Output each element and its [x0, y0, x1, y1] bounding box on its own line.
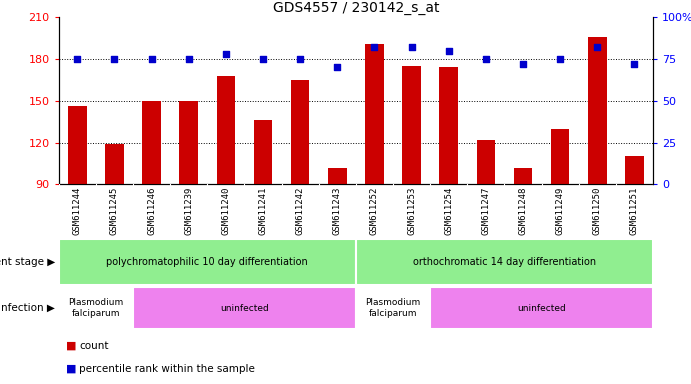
Bar [513, 168, 532, 184]
Point [258, 56, 269, 62]
Bar [477, 140, 495, 184]
Text: ■: ■ [66, 341, 79, 351]
Point [183, 56, 194, 62]
Point [406, 44, 417, 50]
Text: GSM611254: GSM611254 [444, 187, 453, 235]
Bar [59, 287, 133, 329]
Bar [430, 287, 653, 329]
Bar [68, 106, 86, 184]
Text: GSM611242: GSM611242 [296, 187, 305, 235]
Bar [180, 101, 198, 184]
Text: GSM611239: GSM611239 [184, 187, 193, 235]
Bar [105, 144, 124, 184]
Bar [356, 239, 653, 285]
Text: GSM611248: GSM611248 [518, 187, 527, 235]
Text: GSM611246: GSM611246 [147, 187, 156, 235]
Text: count: count [79, 341, 109, 351]
Text: ■: ■ [66, 364, 79, 374]
Text: GSM611251: GSM611251 [630, 187, 639, 235]
Text: Plasmodium
falciparum: Plasmodium falciparum [366, 298, 421, 318]
Bar [133, 287, 356, 329]
Bar [291, 80, 310, 184]
Point [443, 48, 454, 54]
Text: GSM611243: GSM611243 [333, 187, 342, 235]
Point [146, 56, 157, 62]
Point [369, 44, 380, 50]
Point [220, 51, 231, 57]
Point [518, 61, 529, 67]
Text: development stage ▶: development stage ▶ [0, 257, 55, 267]
Text: GSM611249: GSM611249 [556, 187, 565, 235]
Point [629, 61, 640, 67]
Bar [365, 44, 384, 184]
Bar [142, 101, 161, 184]
Text: GSM611252: GSM611252 [370, 187, 379, 235]
Bar [625, 157, 644, 184]
Text: infection ▶: infection ▶ [0, 303, 55, 313]
Bar [402, 66, 421, 184]
Bar [439, 68, 458, 184]
Bar [356, 287, 430, 329]
Point [480, 56, 491, 62]
Point [109, 56, 120, 62]
Text: orthochromatic 14 day differentiation: orthochromatic 14 day differentiation [413, 257, 596, 267]
Text: GSM611253: GSM611253 [407, 187, 416, 235]
Text: percentile rank within the sample: percentile rank within the sample [79, 364, 256, 374]
Bar [216, 76, 235, 184]
Text: Plasmodium
falciparum: Plasmodium falciparum [68, 298, 124, 318]
Point [332, 65, 343, 71]
Point [555, 56, 566, 62]
Point [72, 56, 83, 62]
Text: GSM611241: GSM611241 [258, 187, 267, 235]
Text: GSM611244: GSM611244 [73, 187, 82, 235]
Text: GSM611245: GSM611245 [110, 187, 119, 235]
Title: GDS4557 / 230142_s_at: GDS4557 / 230142_s_at [273, 1, 439, 15]
Text: uninfected: uninfected [220, 304, 269, 313]
Bar [59, 239, 356, 285]
Bar [328, 168, 347, 184]
Text: GSM611247: GSM611247 [482, 187, 491, 235]
Text: GSM611240: GSM611240 [221, 187, 230, 235]
Point [294, 56, 305, 62]
Text: uninfected: uninfected [517, 304, 566, 313]
Text: GSM611250: GSM611250 [593, 187, 602, 235]
Bar [254, 120, 272, 184]
Bar [588, 37, 607, 184]
Text: polychromatophilic 10 day differentiation: polychromatophilic 10 day differentiatio… [106, 257, 308, 267]
Point [591, 44, 603, 50]
Bar [551, 129, 569, 184]
